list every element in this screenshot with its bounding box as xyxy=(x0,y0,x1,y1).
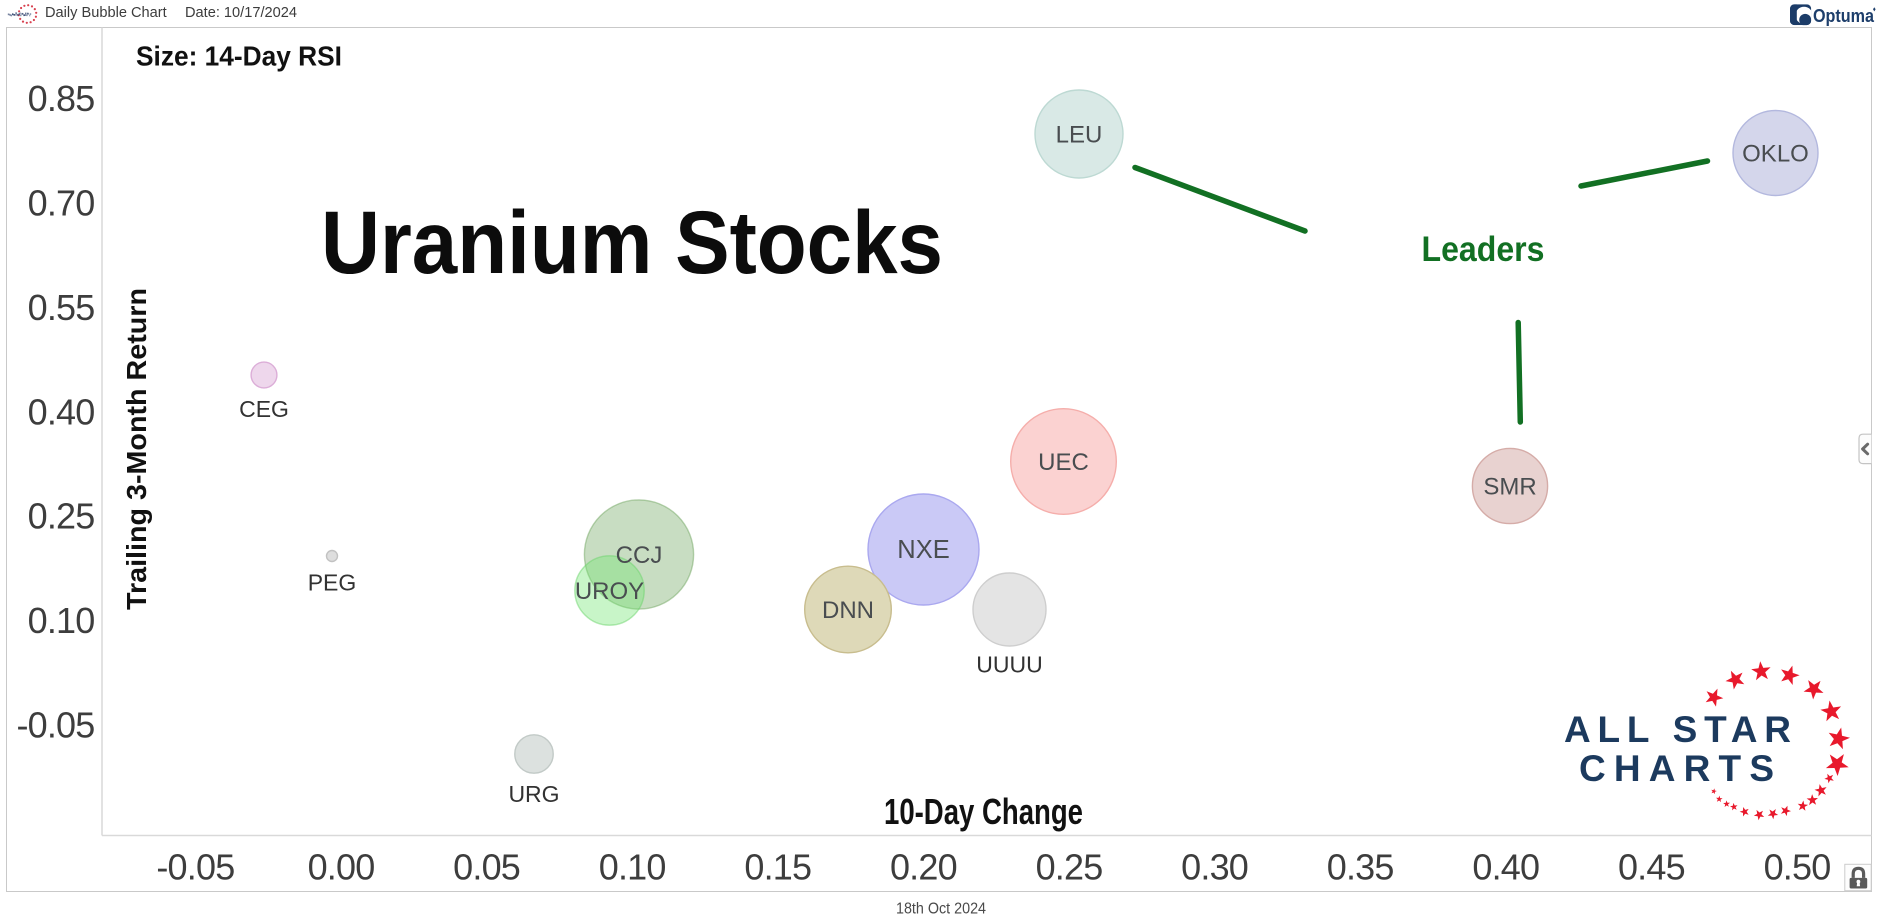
svg-text:CEG: CEG xyxy=(239,396,289,422)
svg-text:LEU: LEU xyxy=(1056,122,1103,149)
svg-text:PEG: PEG xyxy=(308,570,357,596)
svg-text:10-Day Change: 10-Day Change xyxy=(884,791,1083,832)
svg-text:Daily Bubble Chart: Daily Bubble Chart xyxy=(45,5,167,21)
svg-text:Uranium Stocks: Uranium Stocks xyxy=(321,192,943,292)
svg-text:URG: URG xyxy=(508,781,559,807)
svg-text:Trailing 3-Month Return: Trailing 3-Month Return xyxy=(121,288,152,610)
svg-text:OKLO: OKLO xyxy=(1742,141,1809,168)
svg-text:Leaders: Leaders xyxy=(1422,230,1545,269)
svg-text:0.45: 0.45 xyxy=(1618,847,1685,888)
svg-text:0.25: 0.25 xyxy=(28,496,95,537)
svg-text:UUUU: UUUU xyxy=(976,652,1042,678)
svg-text:0.25: 0.25 xyxy=(1036,847,1103,888)
svg-text:ALL STAR: ALL STAR xyxy=(1564,709,1791,750)
svg-text:0.70: 0.70 xyxy=(28,182,95,223)
svg-text:0.40: 0.40 xyxy=(28,391,95,432)
svg-text:-0.05: -0.05 xyxy=(156,847,234,888)
svg-text:CHARTS: CHARTS xyxy=(1579,748,1774,789)
svg-text:0.10: 0.10 xyxy=(28,600,95,641)
svg-text:0.00: 0.00 xyxy=(308,847,375,888)
svg-text:0.35: 0.35 xyxy=(1327,847,1394,888)
svg-text:0.10: 0.10 xyxy=(599,847,666,888)
svg-text:NXE: NXE xyxy=(897,536,949,564)
svg-text:SMR: SMR xyxy=(1483,474,1536,501)
svg-text:0.30: 0.30 xyxy=(1181,847,1248,888)
svg-text:CCJ: CCJ xyxy=(616,542,663,569)
svg-text:UROY: UROY xyxy=(575,578,644,605)
svg-text:Date: 10/17/2024: Date: 10/17/2024 xyxy=(185,5,297,21)
svg-text:0.50: 0.50 xyxy=(1764,847,1831,888)
svg-text:0.20: 0.20 xyxy=(890,847,957,888)
svg-text:0.55: 0.55 xyxy=(28,287,95,328)
svg-text:UEC: UEC xyxy=(1038,449,1089,476)
svg-text:0.15: 0.15 xyxy=(744,847,811,888)
svg-text:Optuma: Optuma xyxy=(1813,6,1875,26)
svg-text:0.85: 0.85 xyxy=(28,78,95,119)
svg-text:0.05: 0.05 xyxy=(453,847,520,888)
svg-text:18th Oct 2024: 18th Oct 2024 xyxy=(896,901,986,918)
svg-text:-0.05: -0.05 xyxy=(16,705,94,746)
svg-text:Size: 14-Day RSI: Size: 14-Day RSI xyxy=(136,41,342,72)
svg-text:DNN: DNN xyxy=(822,597,874,624)
svg-text:0.40: 0.40 xyxy=(1472,847,1539,888)
